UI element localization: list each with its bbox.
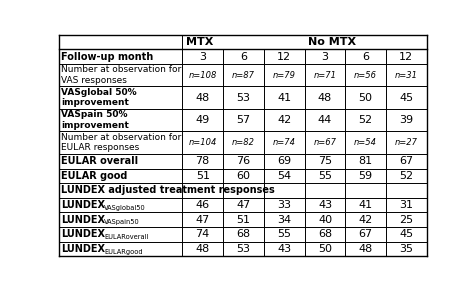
Text: 46: 46 [196, 200, 210, 210]
Text: LUNDEX: LUNDEX [61, 200, 105, 210]
Text: 49: 49 [196, 115, 210, 125]
Text: n=87: n=87 [232, 71, 255, 79]
Text: n=82: n=82 [232, 138, 255, 147]
Text: 40: 40 [318, 215, 332, 225]
Text: EULARgood: EULARgood [104, 249, 143, 255]
Text: 53: 53 [237, 244, 250, 254]
Text: VASpain50: VASpain50 [104, 219, 140, 226]
Text: 39: 39 [399, 115, 413, 125]
Text: LUNDEX: LUNDEX [61, 229, 105, 239]
Text: improvement: improvement [61, 98, 129, 107]
Text: VASglobal50: VASglobal50 [104, 205, 146, 211]
Text: 55: 55 [318, 171, 332, 181]
Text: 54: 54 [277, 171, 292, 181]
Text: n=31: n=31 [395, 71, 418, 79]
Text: Follow-up month: Follow-up month [61, 52, 153, 62]
Text: 60: 60 [237, 171, 250, 181]
Text: 41: 41 [358, 200, 373, 210]
Text: 12: 12 [399, 52, 413, 62]
Text: 53: 53 [237, 93, 250, 103]
Text: No MTX: No MTX [308, 37, 356, 47]
Text: 50: 50 [318, 244, 332, 254]
Text: 68: 68 [237, 229, 251, 239]
Text: 41: 41 [277, 93, 292, 103]
Text: LUNDEX adjusted treatment responses: LUNDEX adjusted treatment responses [61, 185, 275, 196]
Text: 75: 75 [318, 156, 332, 166]
Text: VASglobal 50%: VASglobal 50% [61, 88, 137, 97]
Text: 76: 76 [237, 156, 251, 166]
Text: 45: 45 [399, 229, 413, 239]
Text: 43: 43 [277, 244, 292, 254]
Text: 50: 50 [359, 93, 373, 103]
Text: n=104: n=104 [189, 138, 217, 147]
Text: 74: 74 [196, 229, 210, 239]
Text: 47: 47 [237, 200, 251, 210]
Text: 31: 31 [399, 200, 413, 210]
Text: 33: 33 [277, 200, 291, 210]
Text: EULARoverall: EULARoverall [104, 234, 149, 240]
Text: 48: 48 [358, 244, 373, 254]
Text: 3: 3 [199, 52, 206, 62]
Text: n=56: n=56 [354, 71, 377, 79]
Text: Number at observation for: Number at observation for [61, 133, 182, 142]
Text: 44: 44 [318, 115, 332, 125]
Text: EULAR overall: EULAR overall [61, 156, 138, 166]
Text: 55: 55 [277, 229, 291, 239]
Text: 78: 78 [196, 156, 210, 166]
Text: 34: 34 [277, 215, 292, 225]
Text: improvement: improvement [61, 121, 129, 130]
Text: LUNDEX: LUNDEX [61, 215, 105, 225]
Text: 25: 25 [399, 215, 413, 225]
Text: 48: 48 [196, 244, 210, 254]
Text: n=71: n=71 [313, 71, 337, 79]
Text: n=108: n=108 [189, 71, 217, 79]
Text: EULAR responses: EULAR responses [61, 143, 139, 152]
Text: 43: 43 [318, 200, 332, 210]
Text: MTX: MTX [186, 37, 213, 47]
Text: 47: 47 [196, 215, 210, 225]
Text: 48: 48 [318, 93, 332, 103]
Text: 52: 52 [399, 171, 413, 181]
Text: n=54: n=54 [354, 138, 377, 147]
Text: 6: 6 [362, 52, 369, 62]
Text: 42: 42 [277, 115, 292, 125]
Text: 68: 68 [318, 229, 332, 239]
Text: LUNDEX: LUNDEX [61, 244, 105, 254]
Text: 35: 35 [399, 244, 413, 254]
Text: 48: 48 [196, 93, 210, 103]
Text: 59: 59 [358, 171, 373, 181]
Text: 45: 45 [399, 93, 413, 103]
Text: VASpain 50%: VASpain 50% [61, 110, 128, 120]
Text: 42: 42 [358, 215, 373, 225]
Text: 6: 6 [240, 52, 247, 62]
Text: EULAR good: EULAR good [61, 171, 128, 181]
Text: 12: 12 [277, 52, 292, 62]
Text: 67: 67 [399, 156, 413, 166]
Text: 69: 69 [277, 156, 292, 166]
Text: n=74: n=74 [273, 138, 296, 147]
Text: n=67: n=67 [313, 138, 337, 147]
Text: 3: 3 [321, 52, 328, 62]
Text: VAS responses: VAS responses [61, 76, 127, 85]
Text: 51: 51 [196, 171, 210, 181]
Text: n=79: n=79 [273, 71, 296, 79]
Text: 57: 57 [237, 115, 251, 125]
Text: n=27: n=27 [395, 138, 418, 147]
Text: 52: 52 [358, 115, 373, 125]
Text: Number at observation for: Number at observation for [61, 65, 182, 74]
Text: 67: 67 [358, 229, 373, 239]
Text: 51: 51 [237, 215, 250, 225]
Text: 81: 81 [358, 156, 373, 166]
